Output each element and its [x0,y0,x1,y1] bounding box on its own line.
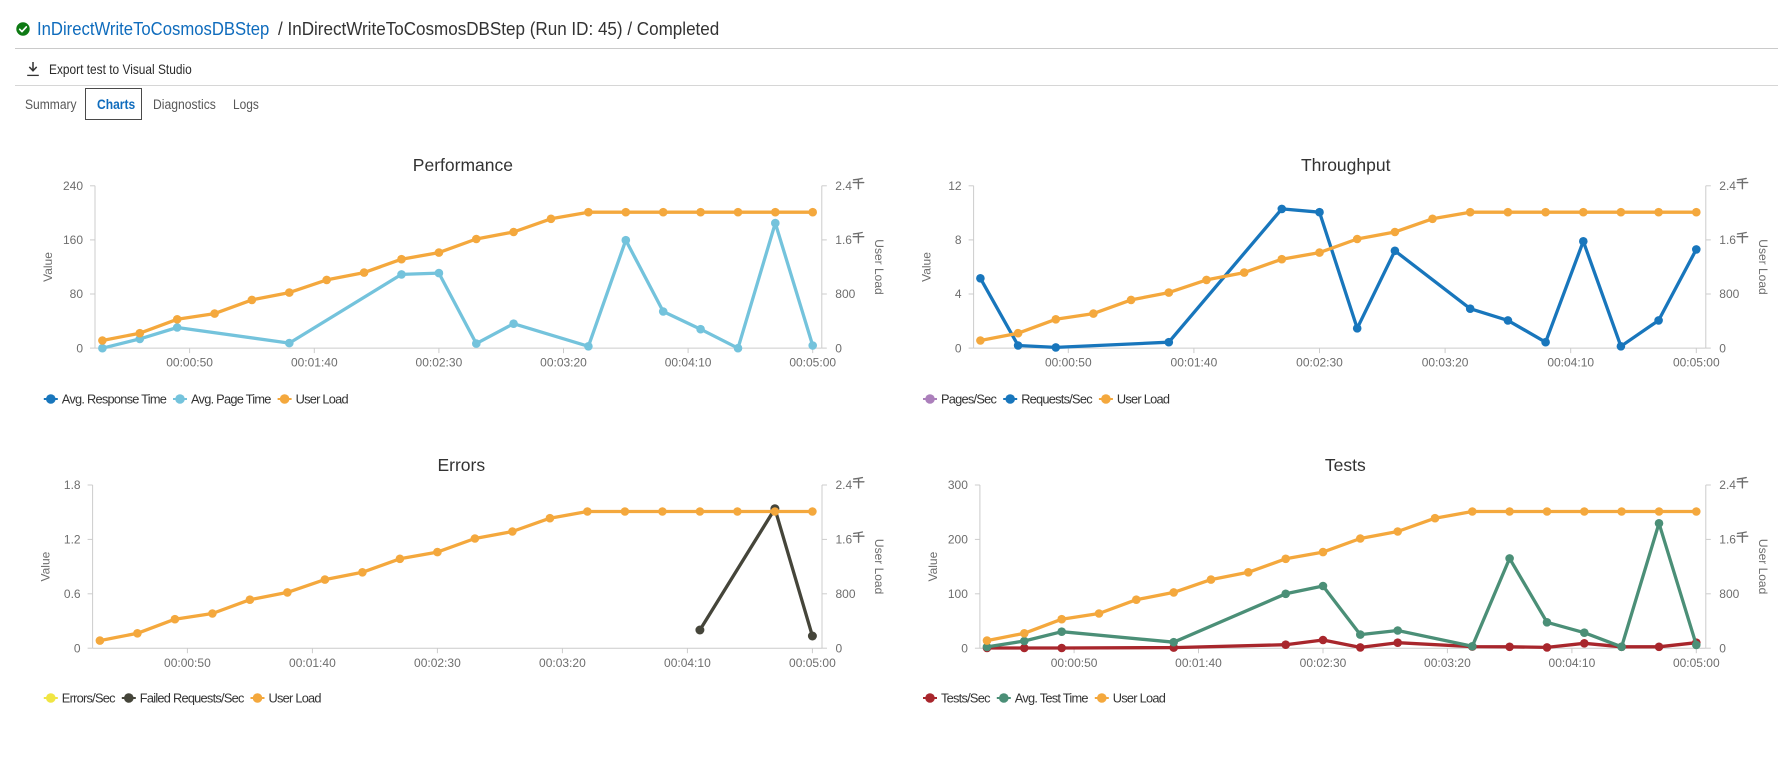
svg-text:Avg. Page Time: Avg. Page Time [191,391,271,406]
svg-text:Throughput: Throughput [1301,155,1391,175]
svg-text:Requests/Sec: Requests/Sec [1021,391,1093,406]
svg-text:1.6: 1.6 [836,533,853,547]
svg-text:1.2: 1.2 [64,533,81,547]
svg-text:00:01:40: 00:01:40 [1175,656,1222,670]
svg-text:Value: Value [920,252,934,282]
svg-text:800: 800 [836,587,856,601]
svg-text:240: 240 [63,179,83,193]
svg-text:Value: Value [39,551,53,581]
svg-text:300: 300 [948,478,968,492]
svg-text:0: 0 [74,641,81,655]
svg-text:User Load: User Load [1113,690,1166,705]
svg-text:User Load: User Load [269,690,322,705]
svg-text:Errors: Errors [437,455,485,475]
svg-text:00:04:10: 00:04:10 [665,356,712,370]
svg-text:4: 4 [955,287,962,301]
svg-text:00:03:20: 00:03:20 [1424,656,1471,670]
svg-text:Pages/Sec: Pages/Sec [941,391,997,406]
svg-text:User Load: User Load [1756,539,1770,594]
svg-text:800: 800 [835,287,855,301]
svg-text:0: 0 [836,641,843,655]
svg-text:2.4: 2.4 [1719,179,1736,193]
svg-text:2.4: 2.4 [1719,478,1736,492]
svg-text:00:03:20: 00:03:20 [539,656,586,670]
svg-text:00:01:40: 00:01:40 [291,356,338,370]
svg-text:00:02:30: 00:02:30 [414,656,461,670]
svg-text:00:04:10: 00:04:10 [1549,656,1596,670]
svg-text:00:05:00: 00:05:00 [789,656,836,670]
svg-text:00:00:50: 00:00:50 [1051,656,1098,670]
svg-text:1.6: 1.6 [1719,533,1736,547]
svg-text:0: 0 [1719,641,1726,655]
svg-text:Failed Requests/Sec: Failed Requests/Sec [140,690,245,705]
svg-text:00:05:00: 00:05:00 [1673,656,1720,670]
svg-text:Avg. Response Time: Avg. Response Time [62,391,167,406]
svg-text:00:01:40: 00:01:40 [289,656,336,670]
svg-text:200: 200 [948,533,968,547]
svg-text:Tests/Sec: Tests/Sec [941,690,991,705]
svg-text:2.4: 2.4 [835,179,852,193]
svg-text:00:02:30: 00:02:30 [1296,356,1343,370]
svg-text:User Load: User Load [872,239,886,294]
svg-text:Performance: Performance [413,155,513,175]
svg-text:00:02:30: 00:02:30 [1300,656,1347,670]
svg-text:00:05:00: 00:05:00 [789,356,836,370]
svg-text:00:00:50: 00:00:50 [1045,356,1092,370]
svg-text:0: 0 [835,341,842,355]
svg-text:100: 100 [948,587,968,601]
svg-text:0: 0 [955,341,962,355]
svg-text:160: 160 [63,233,83,247]
svg-text:0: 0 [961,641,968,655]
svg-text:User Load: User Load [1756,239,1770,294]
svg-text:User Load: User Load [296,391,349,406]
svg-text:0: 0 [1719,341,1726,355]
svg-text:00:05:00: 00:05:00 [1673,356,1720,370]
svg-text:00:01:40: 00:01:40 [1171,356,1218,370]
svg-text:User Load: User Load [1117,391,1170,406]
svg-text:800: 800 [1719,287,1739,301]
svg-text:1.8: 1.8 [64,478,81,492]
svg-text:0: 0 [76,341,83,355]
svg-text:00:04:10: 00:04:10 [664,656,711,670]
svg-text:User Load: User Load [872,539,886,594]
svg-text:1.6: 1.6 [835,233,852,247]
svg-text:00:00:50: 00:00:50 [166,356,213,370]
svg-text:800: 800 [1719,587,1739,601]
svg-text:8: 8 [955,233,962,247]
svg-text:Tests: Tests [1325,455,1366,475]
svg-text:00:00:50: 00:00:50 [164,656,211,670]
svg-text:2.4: 2.4 [836,478,853,492]
svg-text:80: 80 [70,287,84,301]
svg-text:12: 12 [948,179,962,193]
svg-text:00:03:20: 00:03:20 [1422,356,1469,370]
svg-text:00:03:20: 00:03:20 [540,356,587,370]
svg-text:Errors/Sec: Errors/Sec [62,690,116,705]
svg-text:0.6: 0.6 [64,587,81,601]
svg-text:Value: Value [926,551,940,581]
svg-text:00:04:10: 00:04:10 [1547,356,1594,370]
svg-text:Avg. Test Time: Avg. Test Time [1015,690,1089,705]
svg-text:Value: Value [41,252,55,282]
svg-text:00:02:30: 00:02:30 [416,356,463,370]
svg-text:1.6: 1.6 [1719,233,1736,247]
